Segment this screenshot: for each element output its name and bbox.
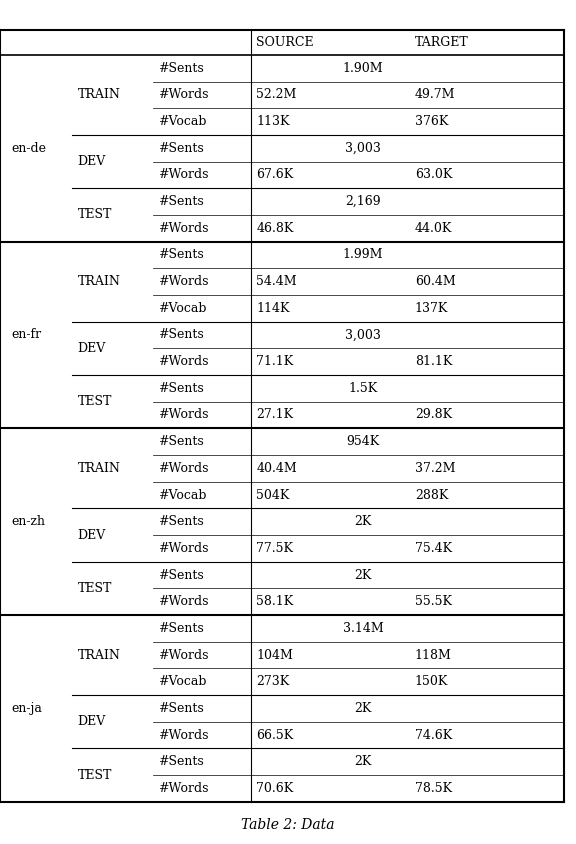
Text: 60.4M: 60.4M	[415, 275, 456, 288]
Text: 1.5K: 1.5K	[348, 381, 377, 395]
Text: #Words: #Words	[158, 595, 209, 609]
Text: Table 2: Data: Table 2: Data	[241, 819, 335, 832]
Text: TEST: TEST	[78, 582, 112, 595]
Text: #Words: #Words	[158, 275, 209, 288]
Text: 58.1K: 58.1K	[256, 595, 294, 609]
Text: 137K: 137K	[415, 302, 448, 315]
Text: DEV: DEV	[78, 342, 106, 354]
Text: #Sents: #Sents	[158, 515, 204, 528]
Text: 376K: 376K	[415, 115, 448, 128]
Text: TEST: TEST	[78, 395, 112, 408]
Text: #Words: #Words	[158, 462, 209, 475]
Text: 49.7M: 49.7M	[415, 89, 455, 101]
Text: 55.5K: 55.5K	[415, 595, 452, 609]
Text: 52.2M: 52.2M	[256, 89, 297, 101]
Text: DEV: DEV	[78, 155, 106, 168]
Text: TRAIN: TRAIN	[78, 89, 120, 101]
Text: 44.0K: 44.0K	[415, 222, 452, 235]
Text: 2K: 2K	[354, 515, 372, 528]
Text: TEST: TEST	[78, 208, 112, 221]
Text: #Sents: #Sents	[158, 569, 204, 582]
Text: 71.1K: 71.1K	[256, 355, 294, 368]
Text: #Words: #Words	[158, 782, 209, 795]
Text: #Sents: #Sents	[158, 436, 204, 448]
Text: #Words: #Words	[158, 222, 209, 235]
Text: #Sents: #Sents	[158, 622, 204, 635]
Text: #Words: #Words	[158, 355, 209, 368]
Text: en-ja: en-ja	[12, 702, 43, 715]
Text: 27.1K: 27.1K	[256, 408, 293, 421]
Text: #Sents: #Sents	[158, 755, 204, 768]
Text: #Sents: #Sents	[158, 328, 204, 342]
Text: 118M: 118M	[415, 648, 452, 662]
Text: DEV: DEV	[78, 528, 106, 542]
Text: 77.5K: 77.5K	[256, 542, 293, 555]
Text: 2K: 2K	[354, 702, 372, 715]
Text: #Sents: #Sents	[158, 62, 204, 75]
Text: 504K: 504K	[256, 489, 290, 501]
Text: #Vocab: #Vocab	[158, 489, 207, 501]
Text: 67.6K: 67.6K	[256, 169, 294, 181]
Text: 113K: 113K	[256, 115, 290, 128]
Text: 288K: 288K	[415, 489, 448, 501]
Text: #Words: #Words	[158, 169, 209, 181]
Text: en-de: en-de	[12, 142, 47, 154]
Text: 70.6K: 70.6K	[256, 782, 294, 795]
Text: #Sents: #Sents	[158, 381, 204, 395]
Text: 2K: 2K	[354, 569, 372, 582]
Text: 78.5K: 78.5K	[415, 782, 452, 795]
Text: 37.2M: 37.2M	[415, 462, 455, 475]
Text: 66.5K: 66.5K	[256, 728, 294, 742]
Text: #Words: #Words	[158, 408, 209, 421]
Text: #Words: #Words	[158, 542, 209, 555]
Text: 273K: 273K	[256, 675, 290, 688]
Text: TARGET: TARGET	[415, 35, 468, 49]
Text: #Sents: #Sents	[158, 702, 204, 715]
Text: #Words: #Words	[158, 648, 209, 662]
Text: 104M: 104M	[256, 648, 293, 662]
Text: SOURCE: SOURCE	[256, 35, 314, 49]
Text: #Vocab: #Vocab	[158, 302, 207, 315]
Text: DEV: DEV	[78, 715, 106, 728]
Text: 3,003: 3,003	[345, 328, 381, 342]
Text: 954K: 954K	[346, 436, 380, 448]
Text: TRAIN: TRAIN	[78, 462, 120, 475]
Text: 75.4K: 75.4K	[415, 542, 452, 555]
Text: 114K: 114K	[256, 302, 290, 315]
Text: TEST: TEST	[78, 769, 112, 782]
Text: TRAIN: TRAIN	[78, 648, 120, 662]
Text: TRAIN: TRAIN	[78, 275, 120, 288]
Text: #Words: #Words	[158, 89, 209, 101]
Text: 3,003: 3,003	[345, 142, 381, 154]
Text: 1.99M: 1.99M	[343, 248, 383, 262]
Text: #Vocab: #Vocab	[158, 675, 207, 688]
Text: #Sents: #Sents	[158, 195, 204, 208]
Text: 2K: 2K	[354, 755, 372, 768]
Text: #Vocab: #Vocab	[158, 115, 207, 128]
Text: 2,169: 2,169	[345, 195, 381, 208]
Text: 40.4M: 40.4M	[256, 462, 297, 475]
Text: en-zh: en-zh	[12, 515, 46, 528]
Text: en-fr: en-fr	[12, 328, 41, 342]
Text: 3.14M: 3.14M	[343, 622, 383, 635]
Text: 81.1K: 81.1K	[415, 355, 452, 368]
Text: #Sents: #Sents	[158, 248, 204, 262]
Text: 29.8K: 29.8K	[415, 408, 452, 421]
Text: 46.8K: 46.8K	[256, 222, 294, 235]
Text: 74.6K: 74.6K	[415, 728, 452, 742]
Text: 150K: 150K	[415, 675, 448, 688]
Text: #Sents: #Sents	[158, 142, 204, 154]
Text: 63.0K: 63.0K	[415, 169, 452, 181]
Text: #Words: #Words	[158, 728, 209, 742]
Text: 54.4M: 54.4M	[256, 275, 297, 288]
Text: 1.90M: 1.90M	[343, 62, 383, 75]
